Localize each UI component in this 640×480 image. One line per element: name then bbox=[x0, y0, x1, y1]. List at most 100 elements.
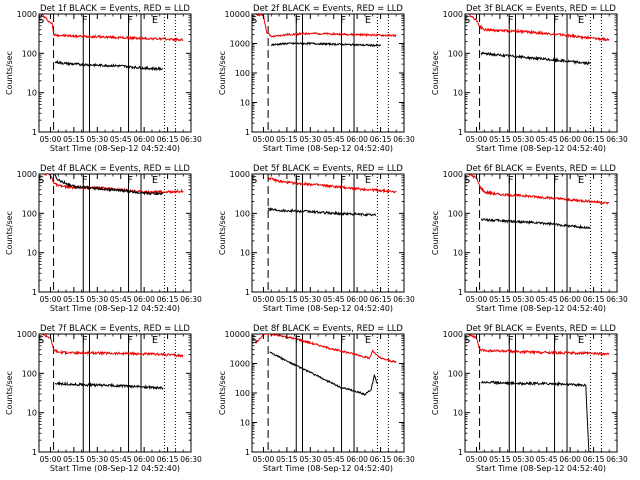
x-axis-label: Start Time (08-Sep-12 04:52:40) bbox=[263, 464, 393, 473]
y-tick-label: 1000 bbox=[17, 10, 37, 19]
marker-label-s: S bbox=[251, 335, 257, 346]
x-tick-label: 05:15 bbox=[489, 455, 511, 464]
marker-label-f: F bbox=[553, 335, 559, 346]
y-tick-label: 10 bbox=[453, 249, 463, 258]
y-axis-label: Counts/sec bbox=[5, 51, 14, 95]
marker-label-f: F bbox=[127, 15, 133, 26]
marker-label-s: S bbox=[251, 175, 257, 186]
y-tick-label: 100 bbox=[22, 369, 37, 378]
marker-label-e: E bbox=[365, 15, 371, 26]
y-axis-label: Counts/sec bbox=[431, 51, 440, 95]
x-tick-label: 06:00 bbox=[133, 135, 155, 144]
y-tick-label: 10 bbox=[453, 409, 463, 418]
x-axis-label: Start Time (08-Sep-12 04:52:40) bbox=[50, 304, 180, 313]
plot-area bbox=[40, 14, 184, 132]
y-tick-label: 1000 bbox=[230, 40, 250, 49]
x-axis-label: Start Time (08-Sep-12 04:52:40) bbox=[476, 464, 606, 473]
y-tick-label: 100 bbox=[448, 49, 463, 58]
panel-title: Det 8f BLACK = Events, RED = LLD bbox=[253, 324, 403, 334]
x-tick-label: 05:15 bbox=[63, 455, 85, 464]
x-tick-label: 05:45 bbox=[536, 135, 558, 144]
plot-frame bbox=[251, 173, 405, 293]
y-tick-label: 10 bbox=[453, 89, 463, 98]
marker-label-s: S bbox=[38, 175, 44, 186]
y-tick-label: 1 bbox=[458, 128, 463, 137]
x-axis-label: Start Time (08-Sep-12 04:52:40) bbox=[476, 304, 606, 313]
x-tick-label: 06:00 bbox=[346, 135, 368, 144]
x-tick-label: 05:15 bbox=[276, 295, 298, 304]
x-tick-label: 06:15 bbox=[157, 295, 179, 304]
x-axis-label: Start Time (08-Sep-12 04:52:40) bbox=[476, 144, 606, 153]
plot-frame bbox=[464, 13, 618, 133]
plot-area bbox=[44, 174, 184, 292]
x-tick-label: 05:45 bbox=[323, 295, 345, 304]
x-tick-label: 05:45 bbox=[536, 295, 558, 304]
x-tick-label: 05:00 bbox=[466, 455, 488, 464]
marker-label-f: F bbox=[295, 175, 301, 186]
y-axis-label: Counts/sec bbox=[431, 371, 440, 415]
marker-label-f: F bbox=[508, 175, 514, 186]
x-tick-label: 06:30 bbox=[180, 455, 202, 464]
panel-title: Det 7f BLACK = Events, RED = LLD bbox=[40, 324, 190, 334]
series-events-line bbox=[480, 380, 590, 452]
marker-label-s: S bbox=[38, 335, 44, 346]
y-tick-label: 10000 bbox=[225, 10, 250, 19]
x-axis-label: Start Time (08-Sep-12 04:52:40) bbox=[263, 144, 393, 153]
marker-label-s: S bbox=[251, 15, 257, 26]
x-tick-label: 05:15 bbox=[489, 135, 511, 144]
series-events-line bbox=[269, 351, 378, 396]
y-tick-label: 1000 bbox=[230, 170, 250, 179]
panel-title: Det 1f BLACK = Events, RED = LLD bbox=[40, 4, 190, 14]
x-tick-label: 06:30 bbox=[393, 455, 415, 464]
plot-frame bbox=[251, 333, 405, 453]
panel-title: Det 6f BLACK = Events, RED = LLD bbox=[466, 164, 616, 174]
panel-title: Det 9f BLACK = Events, RED = LLD bbox=[466, 324, 616, 334]
series-events-line bbox=[480, 217, 591, 230]
marker-label-s: S bbox=[464, 15, 470, 26]
x-tick-label: 05:30 bbox=[512, 135, 534, 144]
series-lld-line bbox=[254, 14, 397, 38]
y-tick-label: 100 bbox=[448, 369, 463, 378]
y-tick-label: 1000 bbox=[17, 330, 37, 339]
x-tick-label: 06:00 bbox=[559, 455, 581, 464]
marker-label-s: S bbox=[38, 15, 44, 26]
x-tick-label: 05:00 bbox=[253, 135, 275, 144]
x-tick-label: 05:30 bbox=[86, 455, 108, 464]
x-tick-label: 05:30 bbox=[86, 295, 108, 304]
y-tick-label: 1000 bbox=[443, 10, 463, 19]
panel-title: Det 4f BLACK = Events, RED = LLD bbox=[40, 164, 190, 174]
marker-label-f: F bbox=[340, 335, 346, 346]
x-tick-label: 05:30 bbox=[299, 135, 321, 144]
y-tick-label: 10 bbox=[240, 419, 250, 428]
plot-frame bbox=[38, 333, 192, 453]
y-tick-label: 100 bbox=[235, 389, 250, 398]
x-tick-label: 06:30 bbox=[606, 135, 628, 144]
x-tick-label: 06:15 bbox=[370, 135, 392, 144]
x-tick-label: 05:00 bbox=[40, 135, 62, 144]
panel-9: Det 9f BLACK = Events, RED = LLD 1 10 100 10… bbox=[431, 324, 628, 473]
x-tick-label: 06:30 bbox=[606, 295, 628, 304]
marker-label-f: F bbox=[508, 335, 514, 346]
x-tick-label: 06:00 bbox=[133, 455, 155, 464]
y-tick-label: 1 bbox=[245, 448, 250, 457]
y-tick-label: 1000 bbox=[230, 360, 250, 369]
y-tick-label: 1 bbox=[245, 288, 250, 297]
marker-label-f: F bbox=[82, 175, 88, 186]
x-axis-label: Start Time (08-Sep-12 04:52:40) bbox=[263, 304, 393, 313]
y-tick-label: 1000 bbox=[443, 330, 463, 339]
marker-label-e: E bbox=[365, 335, 371, 346]
panel-5: Det 5f BLACK = Events, RED = LLD 1 10 100 10… bbox=[218, 164, 415, 313]
x-tick-label: 05:15 bbox=[276, 135, 298, 144]
marker-label-f: F bbox=[295, 335, 301, 346]
panel-8: Det 8f BLACK = Events, RED = LLD 1 10 100 10… bbox=[218, 324, 415, 473]
series-events-line bbox=[267, 207, 377, 217]
y-axis-label: Counts/sec bbox=[5, 211, 14, 255]
x-tick-label: 06:15 bbox=[157, 455, 179, 464]
marker-label-f: F bbox=[295, 15, 301, 26]
x-tick-label: 06:30 bbox=[393, 135, 415, 144]
plot-frame bbox=[251, 13, 405, 133]
marker-label-e: E bbox=[365, 175, 371, 186]
marker-label-e: E bbox=[578, 175, 584, 186]
marker-label-s: S bbox=[464, 175, 470, 186]
panel-4: Det 4f BLACK = Events, RED = LLD 1 10 100 10… bbox=[5, 164, 202, 313]
